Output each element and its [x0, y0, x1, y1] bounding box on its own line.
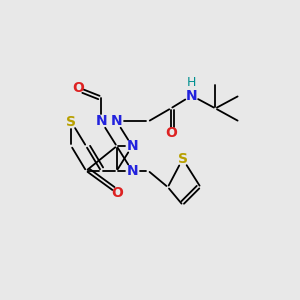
- Text: N: N: [126, 164, 138, 178]
- Text: S: S: [66, 115, 76, 129]
- Text: H: H: [187, 76, 196, 89]
- Text: O: O: [165, 126, 177, 140]
- Text: N: N: [111, 115, 122, 128]
- Text: N: N: [186, 88, 197, 103]
- Text: N: N: [126, 139, 138, 153]
- Text: N: N: [95, 115, 107, 128]
- Text: O: O: [111, 186, 123, 200]
- Text: O: O: [73, 81, 85, 94]
- Text: S: S: [178, 152, 188, 166]
